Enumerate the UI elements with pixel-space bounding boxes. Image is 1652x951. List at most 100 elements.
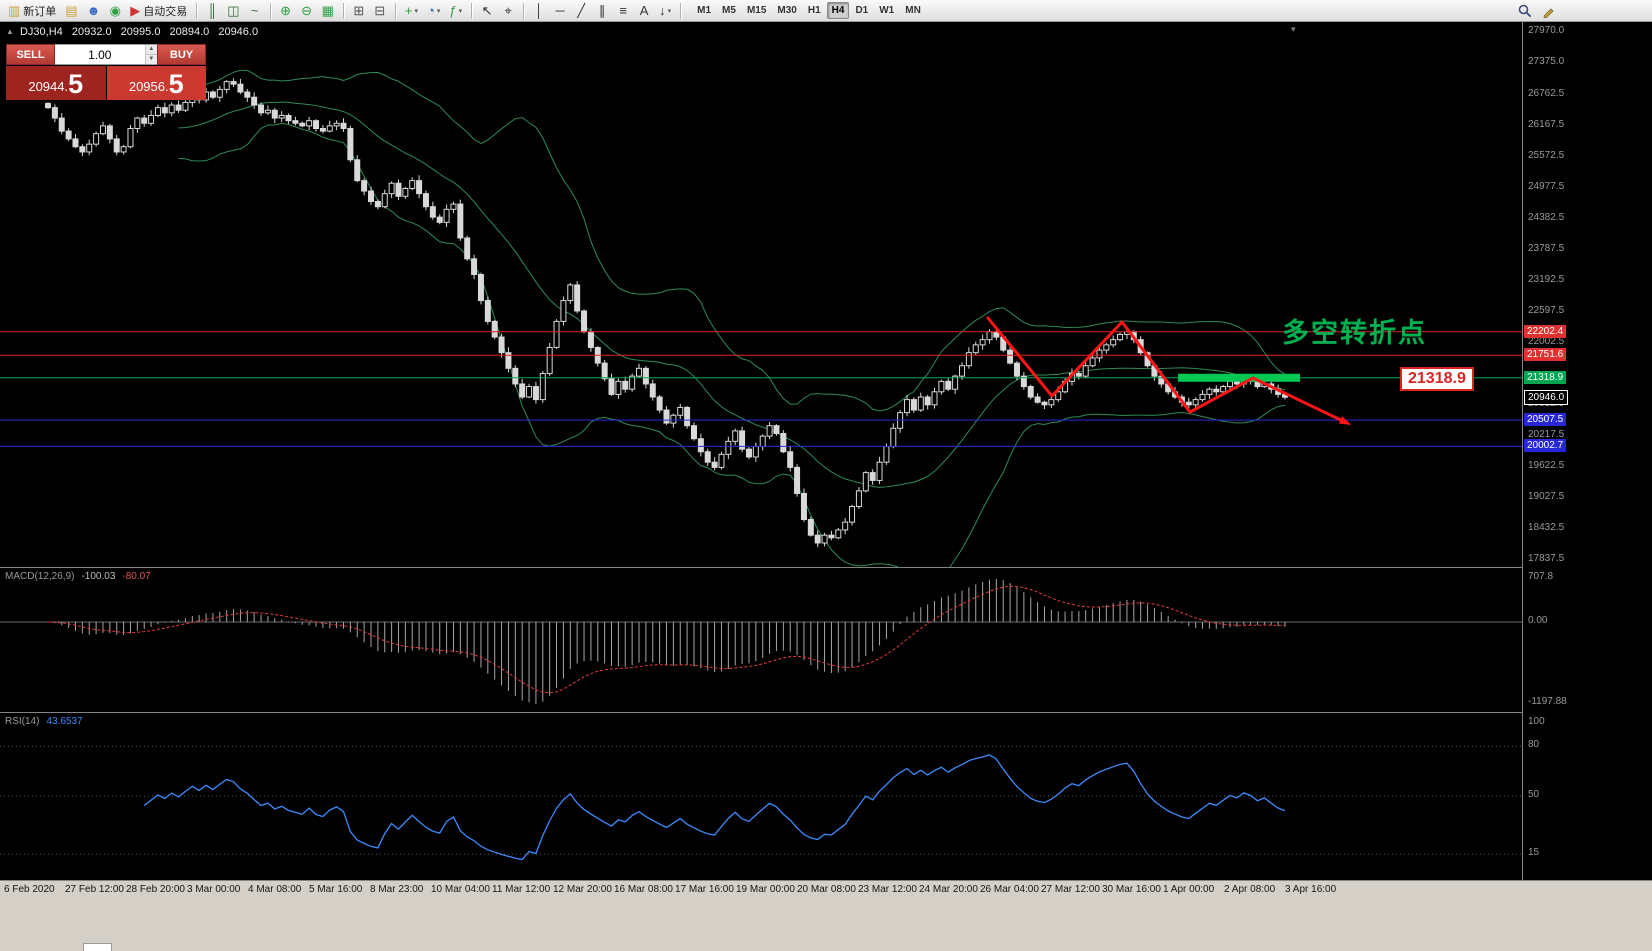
channel-icon: ∥: [598, 3, 606, 18]
zoom-out-button[interactable]: ⊖: [297, 1, 317, 20]
terminal-icon-button[interactable]: ▤: [61, 1, 81, 20]
tile-windows-button[interactable]: ⊞: [349, 1, 369, 20]
axis-tick-label: 24977.5: [1528, 181, 1565, 193]
new-chart-button[interactable]: + ▾: [401, 1, 422, 20]
bottom-edge-fragment: [83, 943, 112, 951]
rsi-axis-label: 15: [1528, 847, 1540, 859]
timeframe-m30-button[interactable]: M30: [772, 2, 801, 19]
sell-price-pips: 5: [68, 69, 84, 99]
time-axis-label: 27 Mar 12:00: [1041, 884, 1100, 895]
edit-pencil-icon[interactable]: [1542, 4, 1556, 18]
time-axis-label: 23 Mar 12:00: [858, 884, 917, 895]
rsi-pane: RSI(14) 43.6537: [0, 712, 1522, 880]
rsi-canvas[interactable]: [0, 713, 1522, 880]
toolbar-separator: [523, 2, 525, 19]
lot-increase-button[interactable]: ▲: [145, 45, 157, 55]
toolbar-separator: [269, 2, 271, 19]
marketwatch-icon-icon: ◉: [109, 3, 121, 18]
macd-main-value: -100.03: [81, 571, 116, 582]
timeframe-mn-button[interactable]: MN: [900, 2, 926, 19]
sell-price-panel[interactable]: 20944. 5: [6, 66, 106, 100]
lot-decrease-button[interactable]: ▼: [145, 55, 157, 64]
price-tag-red: 22202.4: [1524, 324, 1567, 338]
timeframe-w1-button[interactable]: W1: [874, 2, 899, 19]
axis-tick-label: 24382.5: [1528, 212, 1565, 224]
channel-button[interactable]: ∥: [592, 1, 612, 20]
autotrading-button[interactable]: ▶ 自动交易: [126, 1, 191, 20]
price-tag-red: 21751.6: [1524, 348, 1567, 362]
axis-tick-label: 17837.5: [1528, 553, 1565, 565]
time-axis-label: 19 Mar 00:00: [736, 884, 795, 895]
time-axis-label: 11 Mar 12:00: [492, 884, 551, 895]
trendline-button[interactable]: ╱: [571, 1, 591, 20]
search-icon[interactable]: [1518, 4, 1532, 18]
axis-tick-label: 23787.5: [1528, 243, 1565, 255]
timeframe-m15-button[interactable]: M15: [742, 2, 771, 19]
accounts-icon-button[interactable]: ☻: [83, 1, 105, 20]
indicators-button[interactable]: ƒ ▾: [445, 1, 466, 20]
buy-price-pips: 5: [168, 69, 184, 99]
time-axis-label: 8 Mar 23:00: [370, 884, 424, 895]
buy-price-panel[interactable]: 20956. 5: [106, 66, 206, 100]
axis-tick-label: 26167.5: [1528, 118, 1565, 130]
profiles-icon: ◔: [426, 3, 435, 18]
macd-axis-label: -1197.88: [1528, 696, 1567, 707]
time-axis-label: 28 Feb 20:00: [126, 884, 185, 895]
text-button[interactable]: A: [634, 1, 654, 20]
zoom-in-icon: ⊕: [280, 3, 292, 18]
time-axis-label: 3 Mar 00:00: [187, 884, 241, 895]
axis-tick-label: 22597.5: [1528, 305, 1565, 317]
candlestick-mode-button[interactable]: ◫: [223, 1, 243, 20]
cursor-button[interactable]: ↖: [477, 1, 497, 20]
grid-button[interactable]: ▦: [318, 1, 338, 20]
axis-tick-label: 26762.5: [1528, 87, 1565, 99]
fibonacci-icon: ≡: [619, 3, 627, 18]
cursor-icon: ↖: [481, 3, 493, 18]
lot-size-input[interactable]: [55, 45, 145, 64]
axis-tick-label: 20217.5: [1528, 429, 1565, 441]
new-order-button[interactable]: ▥ 新订单: [4, 1, 60, 20]
rsi-axis-label: 50: [1528, 789, 1540, 800]
macd-name: MACD(12,26,9): [5, 571, 75, 582]
time-axis-label: 24 Mar 20:00: [919, 884, 978, 895]
time-axis: 6 Feb 2020 27 Feb 12:00 28 Feb 20:00 3 Mar …: [0, 880, 1652, 951]
terminal-icon-icon: ▤: [65, 3, 78, 18]
timeframe-d1-button[interactable]: D1: [850, 2, 873, 19]
fibonacci-button[interactable]: ≡: [613, 1, 633, 20]
rsi-name: RSI(14): [5, 716, 40, 727]
time-axis-label: 30 Mar 16:00: [1102, 884, 1161, 895]
lot-stepper: ▲ ▼: [144, 45, 157, 64]
arrows-button[interactable]: ↓ ▾: [655, 1, 675, 20]
arrows-icon: ↓: [659, 3, 666, 18]
macd-canvas[interactable]: [0, 568, 1522, 712]
buy-button[interactable]: BUY: [157, 44, 206, 65]
price-tag-blue: 20002.7: [1524, 439, 1567, 453]
timeframe-h4-button[interactable]: H4: [826, 2, 850, 19]
price-chart-canvas[interactable]: [0, 22, 1522, 567]
line-chart-mode-button[interactable]: ~: [245, 1, 265, 20]
symbol-marker-icon: ▲: [6, 27, 14, 36]
horizontal-line-icon: ─: [555, 3, 565, 18]
vertical-line-button[interactable]: │: [529, 1, 549, 20]
zoom-in-button[interactable]: ⊕: [276, 1, 296, 20]
grid-icon: ▦: [321, 3, 334, 18]
rsi-axis-label: 80: [1528, 739, 1540, 751]
crosshair-button[interactable]: ⌖: [498, 1, 518, 20]
rsi-value: 43.6537: [46, 716, 83, 727]
marketwatch-icon-button[interactable]: ◉: [105, 1, 125, 20]
horizontal-line-button[interactable]: ─: [550, 1, 570, 20]
turning-point-annotation: 多空转折点: [1282, 318, 1427, 348]
dropdown-caret-icon: ▾: [436, 7, 441, 15]
timeframe-m5-button[interactable]: M5: [717, 2, 741, 19]
autotrading-icon: ▶: [130, 3, 141, 18]
cascade-windows-button[interactable]: ⊟: [370, 1, 390, 20]
sell-button[interactable]: SELL: [6, 44, 55, 65]
macd-axis-label: 707.8: [1528, 571, 1554, 582]
time-axis-label: 17 Mar 16:00: [675, 884, 734, 895]
bar-chart-mode-button[interactable]: ║: [202, 1, 222, 20]
profiles-button[interactable]: ◔ ▾: [423, 1, 444, 20]
timeframe-m1-button[interactable]: M1: [692, 2, 716, 19]
macd-signal-value: -80.07: [122, 571, 151, 582]
timeframe-h1-button[interactable]: H1: [803, 2, 826, 19]
